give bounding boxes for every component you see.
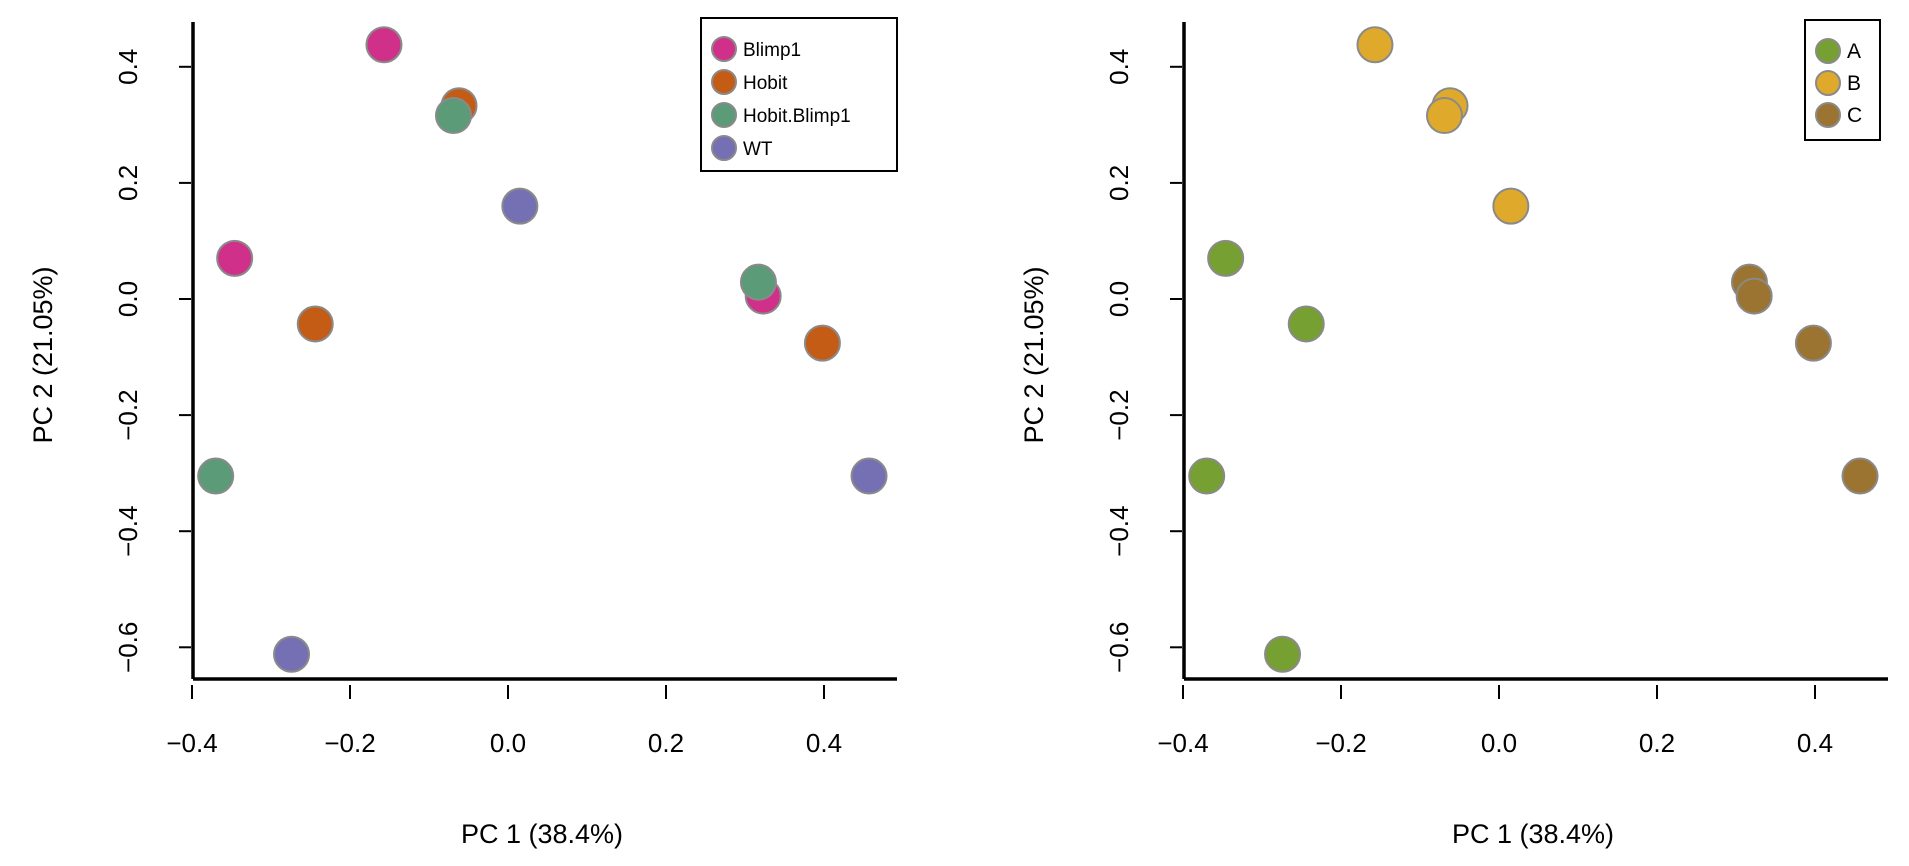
x-axis-title: PC 1 (38.4%) <box>1452 819 1614 849</box>
x-tick-label: −0.2 <box>1315 728 1366 758</box>
y-axis-title: PC 2 (21.05%) <box>28 266 58 443</box>
y-tick-label: −0.2 <box>1104 389 1134 440</box>
data-point-a <box>1287 305 1325 343</box>
y-tick-label: −0.6 <box>1104 622 1134 673</box>
legend-label: WT <box>743 139 773 160</box>
legend-marker <box>1815 38 1841 64</box>
y-tick-label: −0.4 <box>113 506 143 557</box>
data-point-b <box>1356 26 1394 64</box>
x-tick-label: −0.4 <box>166 728 217 758</box>
legend-label: Blimp1 <box>743 40 801 61</box>
data-point-b <box>1492 187 1530 225</box>
data-point-hobit-blimp1 <box>197 457 235 495</box>
y-tick-label: −0.6 <box>113 622 143 673</box>
y-tick-label: 0.4 <box>113 49 143 85</box>
legend-label: Hobit <box>743 73 788 94</box>
scatter-panel-1: −0.4 −0.2 0.0 0.2 0.4 −0.6 −0.4 −0.2 0.0 0.2 0.4 PC… <box>28 17 898 849</box>
data-point-a <box>1188 457 1226 495</box>
legend: Blimp1 Hobit Hobit.Blimp1 WT <box>700 17 898 172</box>
data-point-wt <box>273 635 311 673</box>
data-point-hobit-blimp1 <box>434 97 472 135</box>
data-point-hobit <box>296 305 334 343</box>
y-tick-label: −0.4 <box>1104 506 1134 557</box>
x-tick-label: −0.4 <box>1157 728 1208 758</box>
x-tick-label: 0.4 <box>1797 728 1833 758</box>
scatter-panel-2: −0.4 −0.2 0.0 0.2 0.4 −0.6 −0.4 −0.2 0.0 0.2 0.4 PC… <box>1019 19 1888 849</box>
data-point-c <box>1735 277 1773 315</box>
x-tick-label: 0.2 <box>1639 728 1675 758</box>
data-point-c <box>1794 324 1832 362</box>
legend-marker <box>1815 102 1841 128</box>
x-tick-label: 0.0 <box>490 728 526 758</box>
data-point-c <box>1841 457 1879 495</box>
y-tick-label: 0.0 <box>113 281 143 317</box>
legend-label: B <box>1847 72 1861 95</box>
data-point-hobit <box>803 324 841 362</box>
y-tick-label: −0.2 <box>113 389 143 440</box>
legend-label: A <box>1847 40 1861 63</box>
y-tick-label: 0.2 <box>1104 165 1134 201</box>
data-point-a <box>1207 239 1245 277</box>
legend-marker <box>711 69 737 95</box>
legend-label: C <box>1847 104 1862 127</box>
y-tick-label: 0.4 <box>1104 49 1134 85</box>
x-axis-title: PC 1 (38.4%) <box>461 819 623 849</box>
legend-marker <box>711 102 737 128</box>
data-point-b <box>1425 97 1463 135</box>
legend-label: Hobit.Blimp1 <box>743 106 851 127</box>
y-tick-label: 0.2 <box>113 165 143 201</box>
data-point-a <box>1264 635 1302 673</box>
x-tick-label: 0.2 <box>648 728 684 758</box>
data-point-wt <box>850 457 888 495</box>
y-tick-label: 0.0 <box>1104 281 1134 317</box>
legend: ABC <box>1804 19 1881 141</box>
data-point-wt <box>501 187 539 225</box>
data-point-hobit-blimp1 <box>739 263 777 301</box>
legend-marker <box>711 135 737 161</box>
y-axis-title: PC 2 (21.05%) <box>1019 266 1049 443</box>
x-tick-label: 0.0 <box>1481 728 1517 758</box>
data-point-blimp1 <box>216 239 254 277</box>
x-tick-label: 0.4 <box>806 728 842 758</box>
data-point-blimp1 <box>365 26 403 64</box>
legend-marker <box>1815 70 1841 96</box>
legend-marker <box>711 36 737 62</box>
x-tick-label: −0.2 <box>324 728 375 758</box>
